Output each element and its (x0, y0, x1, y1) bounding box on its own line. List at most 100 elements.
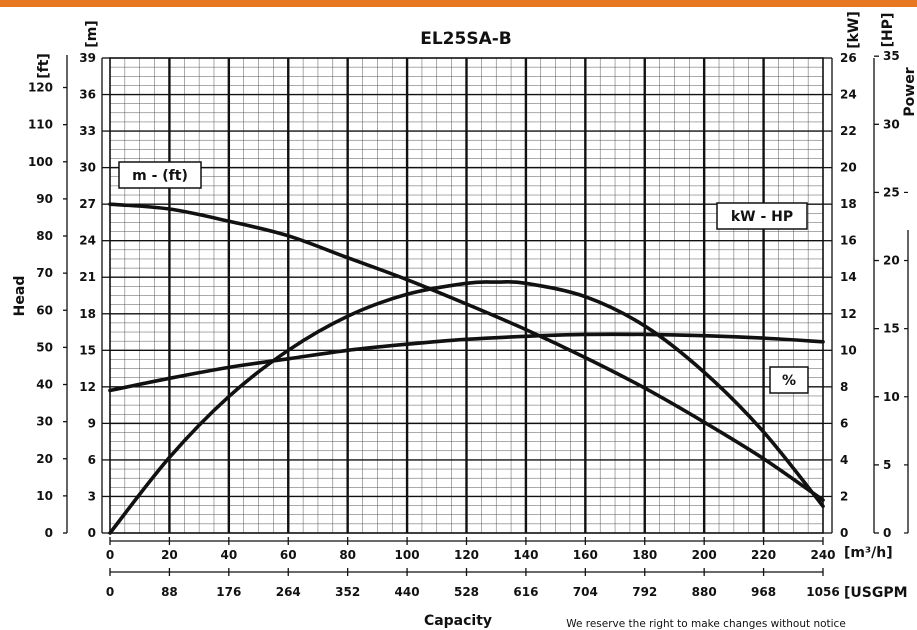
y-m-tick-label: 24 (79, 234, 96, 248)
y-ft-unit: [ft] (36, 53, 52, 79)
y-m-tick-label: 21 (79, 270, 96, 284)
x2-tick-label: 528 (454, 585, 479, 599)
chart-title: EL25SA-B (420, 29, 512, 49)
y-ft-tick-label: 90 (36, 192, 53, 206)
x2-tick-label: 880 (692, 585, 717, 599)
x2-tick-label: 176 (216, 585, 241, 599)
power-curve-label-box (716, 202, 808, 230)
y-ft-tick-label: 0 (45, 526, 53, 540)
y-kw-tick-label: 12 (840, 307, 857, 321)
y-ft-tick-label: 10 (36, 489, 53, 503)
y-hp-tick-label: 20 (883, 254, 900, 268)
x-tick-label: 240 (810, 548, 835, 562)
x-tick-label: 0 (106, 548, 114, 562)
x-tick-label: 60 (280, 548, 297, 562)
y-ft-tick-label: 30 (36, 415, 53, 429)
x-tick-label: 180 (632, 548, 657, 562)
y-hp-tick-label: 30 (883, 117, 900, 131)
x2-tick-label: 352 (335, 585, 360, 599)
y-ft-tick-label: 60 (36, 303, 53, 317)
y-ft-tick-label: 110 (28, 118, 53, 132)
y-ft-tick-label: 70 (36, 266, 53, 280)
y-kw-tick-label: 2 (840, 489, 848, 503)
power-curve (108, 332, 825, 393)
y-m-tick-label: 39 (79, 51, 96, 65)
y-m-tick-label: 3 (88, 489, 96, 503)
y-m-tick-label: 6 (88, 453, 96, 467)
y-ft-tick-label: 100 (28, 155, 53, 169)
y-m-tick-label: 27 (79, 197, 96, 211)
x2-tick-label: 440 (395, 585, 420, 599)
x-tick-label: 20 (161, 548, 178, 562)
y-m-tick-label: 18 (79, 307, 96, 321)
tick-labels: 0369121518212427303336390102030405060708… (28, 49, 908, 599)
x-tick-label: 100 (395, 548, 420, 562)
x-tick-label: 160 (573, 548, 598, 562)
x-axis-title: Capacity (424, 613, 492, 629)
y-m-unit: [m] (84, 20, 100, 47)
accent-bar (0, 0, 917, 7)
y-hp-tick-label: 0 (883, 526, 891, 540)
y-m-tick-label: 15 (79, 343, 96, 357)
power-axis-title: Power (902, 67, 917, 116)
y-m-tick-label: 12 (79, 380, 96, 394)
x2-tick-label: 88 (161, 585, 178, 599)
y-m-tick-label: 9 (88, 416, 96, 430)
curve-labels: m - (ft) kW - HP% (118, 161, 809, 394)
y-kw-tick-label: 8 (840, 380, 848, 394)
y-kw-tick-label: 0 (840, 526, 848, 540)
x2-tick-label: 616 (513, 585, 538, 599)
x2-tick-label: 1056 (806, 585, 839, 599)
y-kw-tick-label: 4 (840, 453, 848, 467)
power-curve-label: kW - HP (731, 209, 793, 225)
x2-tick-label: 968 (751, 585, 776, 599)
y-kw-tick-label: 24 (840, 88, 857, 102)
y-kw-unit: [kW] (846, 11, 862, 49)
efficiency-curve-label: % (782, 373, 796, 389)
y-hp-unit: [HP] (880, 13, 896, 48)
curves (108, 202, 825, 535)
head-curve (108, 202, 825, 502)
x2-tick-label: 0 (106, 585, 114, 599)
x-tick-label: 140 (513, 548, 538, 562)
y-kw-tick-label: 6 (840, 416, 848, 430)
y-ft-tick-label: 50 (36, 340, 53, 354)
y-hp-tick-label: 10 (883, 390, 900, 404)
x-tick-label: 40 (220, 548, 237, 562)
footer-note: We reserve the right to make changes wit… (566, 618, 846, 630)
head-curve-label: m - (ft) (132, 168, 188, 184)
y-hp-tick-label: 5 (883, 458, 891, 472)
x2-tick-label: 264 (276, 585, 301, 599)
y-axis-title: Head (12, 276, 28, 317)
head-curve-label-box (118, 161, 202, 189)
x-tick-label: 220 (751, 548, 776, 562)
plot-frame (109, 57, 824, 534)
y-kw-tick-label: 14 (840, 270, 857, 284)
x2-tick-label: 704 (573, 585, 598, 599)
y-kw-tick-label: 20 (840, 161, 857, 175)
y-m-tick-label: 0 (88, 526, 96, 540)
y-m-tick-label: 36 (79, 88, 96, 102)
y-m-tick-label: 33 (79, 124, 96, 138)
y-kw-tick-label: 10 (840, 343, 857, 357)
y-kw-tick-label: 18 (840, 197, 857, 211)
x-tick-label: 200 (692, 548, 717, 562)
y-kw-tick-label: 22 (840, 124, 857, 138)
y-hp-tick-label: 15 (883, 322, 900, 336)
x-primary-unit: [m³/h] (844, 545, 893, 561)
efficiency-curve (108, 279, 825, 535)
y-kw-tick-label: 16 (840, 234, 857, 248)
y-ft-tick-label: 80 (36, 229, 53, 243)
efficiency-curve-label-box (769, 366, 809, 394)
y-hp-tick-label: 25 (883, 185, 900, 199)
x2-tick-label: 792 (632, 585, 657, 599)
x-tick-label: 120 (454, 548, 479, 562)
y-kw-tick-label: 26 (840, 51, 857, 65)
y-hp-tick-label: 35 (883, 49, 900, 63)
major-grid (110, 58, 823, 533)
x-secondary-unit: [USGPM (844, 585, 908, 601)
y-ft-tick-label: 120 (28, 81, 53, 95)
y-ft-tick-label: 20 (36, 452, 53, 466)
y-m-tick-label: 30 (79, 161, 96, 175)
